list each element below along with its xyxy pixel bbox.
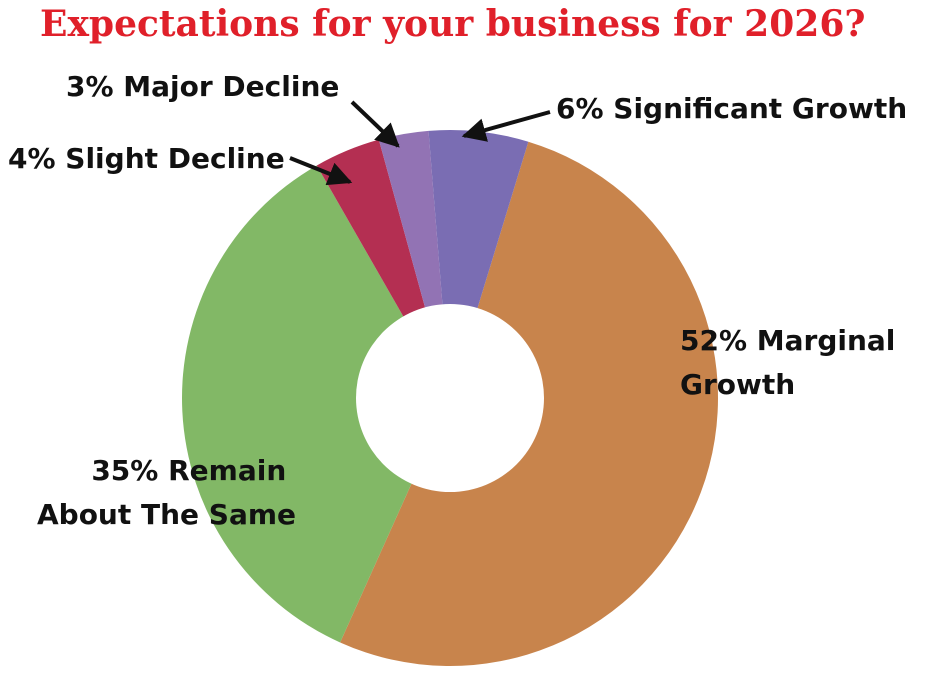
slice-1 — [181, 165, 451, 643]
donut-hole — [356, 304, 544, 492]
label-marginal-growth: 52% Marginal Growth — [680, 324, 905, 401]
chart-title: Expectations for your business for 2026? — [40, 3, 865, 45]
label-remain-same-line-2: About The Same — [37, 498, 296, 531]
label-major-decline: 3% Major Decline — [66, 70, 339, 103]
label-slight-decline: 4% Slight Decline — [8, 142, 285, 175]
arrow-significant-growth — [461, 110, 551, 142]
label-remain-same-line-1: 35% Remain — [91, 454, 286, 487]
arrow-slight-decline — [289, 156, 353, 186]
arrow-major-decline — [350, 100, 400, 148]
label-marginal-growth-line-2: Growth — [680, 368, 795, 401]
label-marginal-growth-line-1: 52% Marginal — [680, 324, 895, 357]
label-significant-growth: 6% Significant Growth — [556, 92, 907, 125]
label-remain-same: 35% Remain About The Same — [37, 454, 296, 531]
